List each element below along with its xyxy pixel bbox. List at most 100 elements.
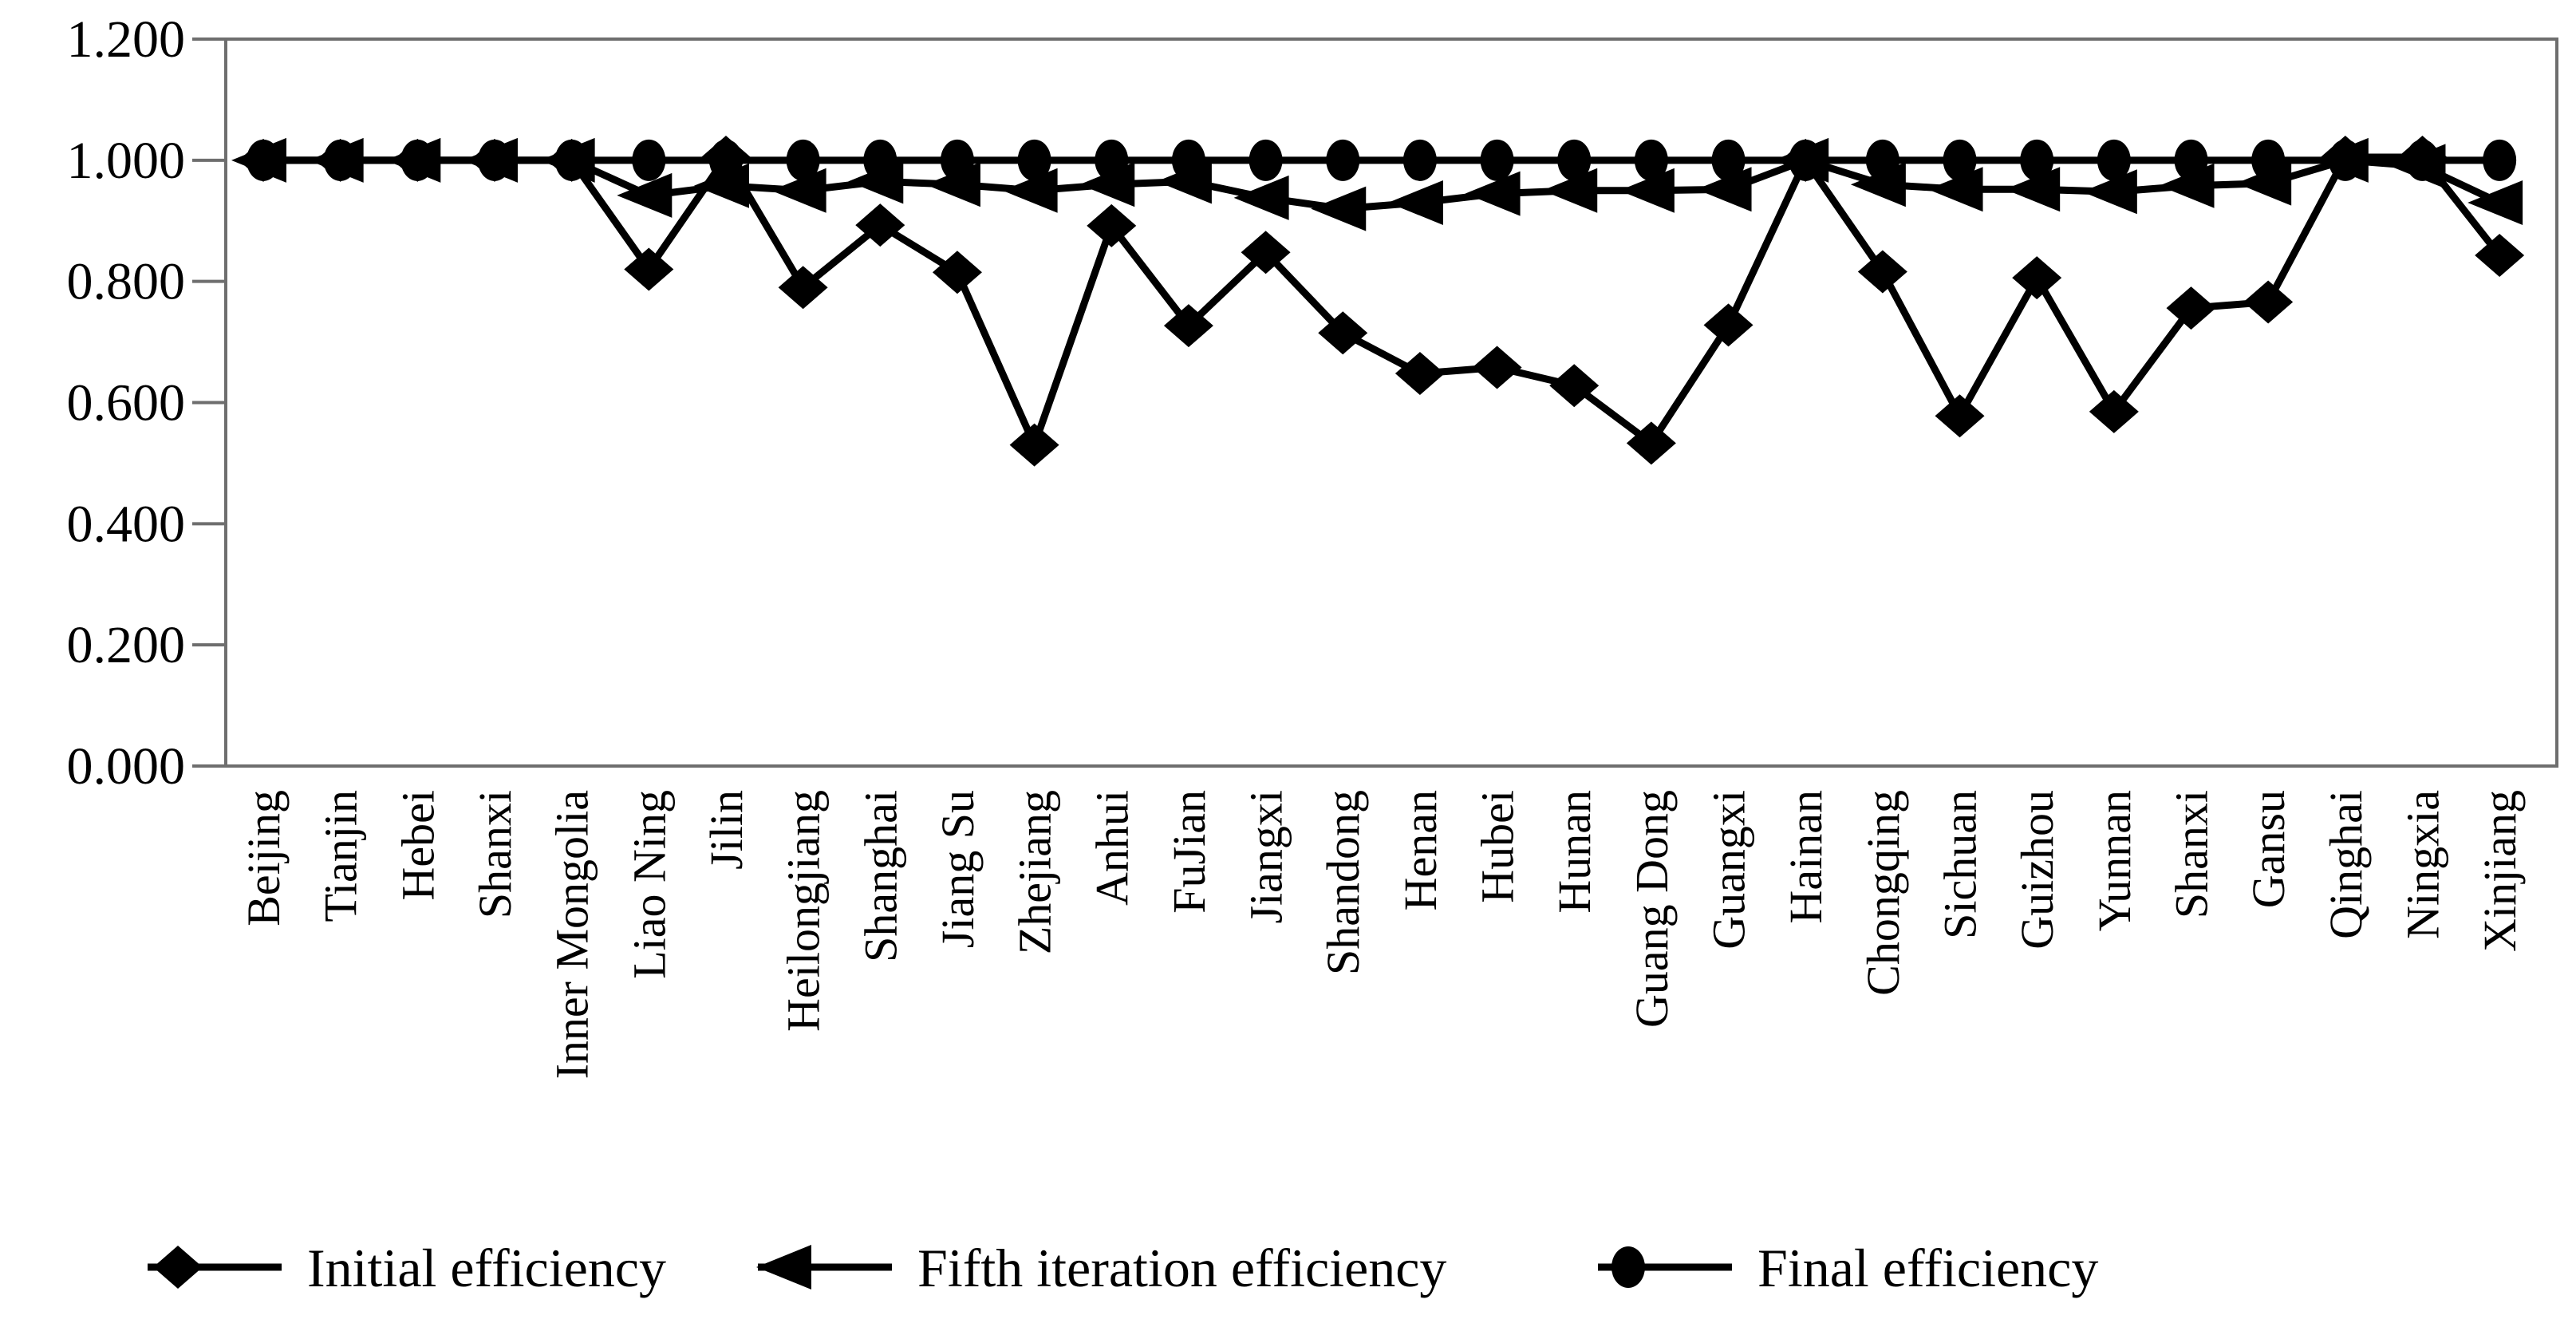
series-marker-initial-efficiency xyxy=(778,266,828,310)
series-marker-initial-efficiency xyxy=(1009,423,1059,467)
series-marker-initial-efficiency xyxy=(932,251,982,294)
series-marker-initial-efficiency xyxy=(2166,286,2216,330)
legend-marker-final-efficiency xyxy=(1611,1246,1645,1288)
series-marker-initial-efficiency xyxy=(2012,256,2062,300)
series-marker-fifth-iteration-efficiency xyxy=(1002,168,1058,213)
series-marker-final-efficiency xyxy=(1711,139,1746,181)
series-marker-final-efficiency xyxy=(632,139,666,181)
series-marker-initial-efficiency xyxy=(1472,346,1522,389)
x-category-label: Hebei xyxy=(392,790,444,901)
series-marker-final-efficiency xyxy=(1326,139,1360,181)
x-category-label: Tianjin xyxy=(315,790,367,922)
series-marker-final-efficiency xyxy=(1095,139,1129,181)
y-tick-label: 1.000 xyxy=(67,132,186,190)
x-category-label: Zhejiang xyxy=(1009,790,1061,954)
x-category-label: Heilongjiang xyxy=(778,790,830,1032)
series-marker-fifth-iteration-efficiency xyxy=(1233,175,1289,220)
series-marker-initial-efficiency xyxy=(1395,352,1445,396)
series-marker-final-efficiency xyxy=(1865,139,1899,181)
x-category-label: Gansu xyxy=(2243,790,2294,908)
x-category-label: Shanxi xyxy=(469,790,521,918)
x-category-label: Anhui xyxy=(1086,790,1138,906)
series-marker-fifth-iteration-efficiency xyxy=(1387,180,1443,225)
series-marker-initial-efficiency xyxy=(1626,421,1676,465)
y-tick-label: 1.200 xyxy=(67,10,186,69)
y-tick-label: 0.600 xyxy=(67,374,186,432)
series-marker-fifth-iteration-efficiency xyxy=(1311,186,1367,231)
x-category-label: Inner Mongolia xyxy=(546,790,598,1079)
series-marker-initial-efficiency xyxy=(1241,231,1291,274)
y-tick-label: 0.400 xyxy=(67,495,186,553)
series-marker-final-efficiency xyxy=(1402,139,1437,181)
x-category-label: FuJian xyxy=(1163,790,1215,914)
series-marker-initial-efficiency xyxy=(1703,303,1753,347)
series-marker-initial-efficiency xyxy=(1857,250,1907,294)
series-marker-final-efficiency xyxy=(786,139,820,181)
series-marker-initial-efficiency xyxy=(1318,311,1368,355)
series-marker-initial-efficiency xyxy=(1087,203,1137,247)
series-marker-fifth-iteration-efficiency xyxy=(771,168,826,213)
y-tick-label: 0.000 xyxy=(67,737,186,796)
series-marker-final-efficiency xyxy=(1557,139,1592,181)
series-marker-final-efficiency xyxy=(2251,139,2286,181)
series-marker-final-efficiency xyxy=(400,139,435,181)
x-category-label: Liao Ning xyxy=(623,790,675,979)
x-category-label: Jiang Su xyxy=(932,790,984,948)
x-category-label: Guizhou xyxy=(2011,790,2063,950)
series-marker-final-efficiency xyxy=(323,139,357,181)
series-marker-final-efficiency xyxy=(2097,139,2131,181)
x-category-label: Shanghai xyxy=(854,790,906,962)
series-marker-final-efficiency xyxy=(2483,139,2517,181)
x-category-label: Hainan xyxy=(1780,790,1832,924)
x-category-label: Hubei xyxy=(1472,790,1524,903)
series-marker-final-efficiency xyxy=(1480,139,1514,181)
series-marker-fifth-iteration-efficiency xyxy=(2468,180,2523,225)
x-category-label: Shanxi xyxy=(2166,790,2218,918)
series-line-initial-efficiency xyxy=(263,150,2503,455)
x-category-label: Jiangxi xyxy=(1241,790,1292,924)
series-marker-fifth-iteration-efficiency xyxy=(1542,168,1598,213)
series-marker-final-efficiency xyxy=(708,139,743,181)
series-marker-final-efficiency xyxy=(1789,139,1823,181)
series-marker-initial-efficiency xyxy=(624,247,674,291)
series-marker-initial-efficiency xyxy=(2243,280,2294,324)
series-marker-final-efficiency xyxy=(2405,139,2440,181)
x-category-label: Qinghai xyxy=(2320,790,2372,939)
series-marker-fifth-iteration-efficiency xyxy=(1465,171,1521,216)
series-marker-final-efficiency xyxy=(477,139,511,181)
series-marker-final-efficiency xyxy=(554,139,589,181)
series-marker-final-efficiency xyxy=(940,139,974,181)
x-category-label: Ningxia xyxy=(2397,790,2448,939)
y-tick-label: 0.800 xyxy=(67,253,186,311)
x-category-label: Henan xyxy=(1395,790,1446,910)
series-marker-final-efficiency xyxy=(2020,139,2054,181)
series-marker-fifth-iteration-efficiency xyxy=(1696,167,1752,212)
x-category-label: Hunan xyxy=(1548,790,1600,914)
series-marker-final-efficiency xyxy=(1634,139,1668,181)
x-category-label: Yunnan xyxy=(2089,790,2140,931)
series-marker-initial-efficiency xyxy=(1549,364,1600,408)
series-marker-fifth-iteration-efficiency xyxy=(2081,169,2137,215)
legend-marker-initial-efficiency xyxy=(153,1246,203,1289)
series-marker-final-efficiency xyxy=(1017,139,1051,181)
x-category-label: Guang Dong xyxy=(1626,790,1678,1028)
series-marker-final-efficiency xyxy=(1943,139,1977,181)
series-marker-final-efficiency xyxy=(247,139,280,181)
legend-marker-fifth-iteration-efficiency xyxy=(756,1245,811,1289)
series-marker-final-efficiency xyxy=(1249,139,1283,181)
x-category-label: Sichuan xyxy=(1935,790,1986,939)
series-marker-final-efficiency xyxy=(2328,139,2362,181)
x-category-label: Jilin xyxy=(700,790,752,870)
series-marker-fifth-iteration-efficiency xyxy=(617,172,673,218)
legend-label-initial-efficiency: Initial efficiency xyxy=(307,1238,666,1298)
series-marker-final-efficiency xyxy=(2174,139,2208,181)
x-category-label: Shandong xyxy=(1317,790,1369,975)
legend-label-final-efficiency: Final efficiency xyxy=(1757,1238,2098,1298)
series-marker-initial-efficiency xyxy=(855,203,905,247)
series-marker-fifth-iteration-efficiency xyxy=(2005,167,2061,212)
x-category-label: Xinjiang xyxy=(2474,790,2526,952)
series-marker-initial-efficiency xyxy=(2475,234,2525,278)
series-marker-initial-efficiency xyxy=(2089,389,2139,433)
